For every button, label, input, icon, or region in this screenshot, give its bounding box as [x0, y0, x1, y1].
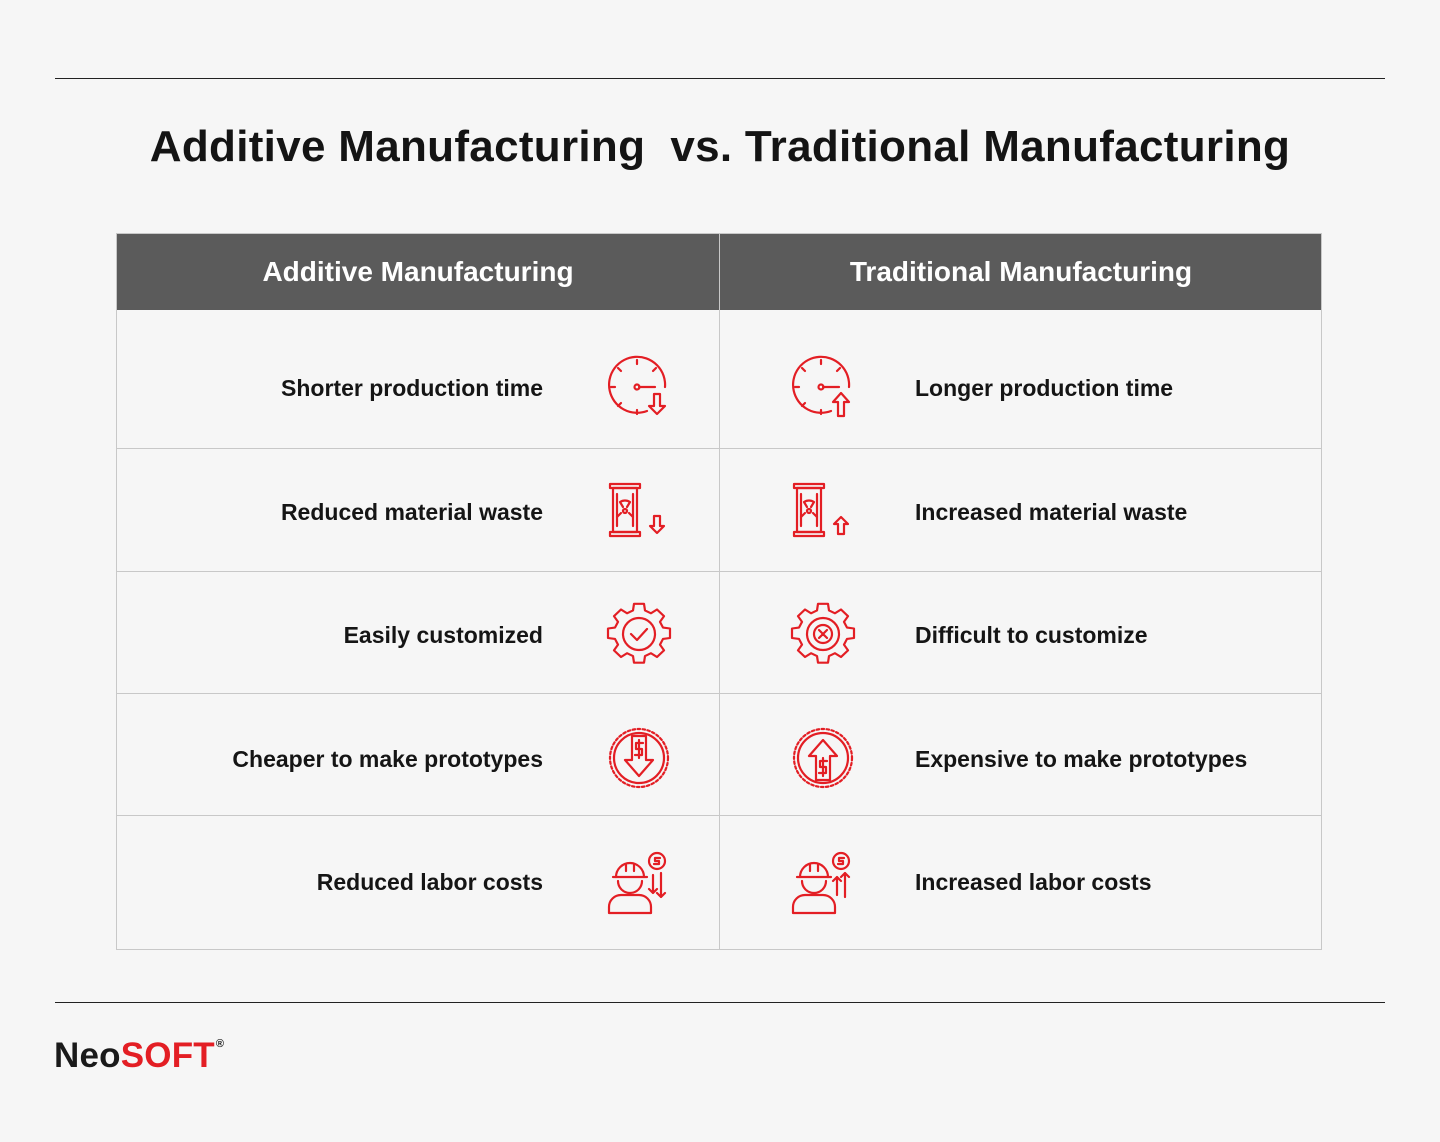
- table-cell: Expensive to make prototypes: [915, 746, 1248, 772]
- row-divider: [117, 448, 1321, 449]
- neosoft-logo: NeoSOFT®: [54, 1024, 225, 1075]
- header-traditional: Traditional Manufacturing: [849, 256, 1193, 287]
- table-cell: Shorter production time: [281, 375, 543, 401]
- gear-x-icon: [790, 602, 856, 667]
- row-divider: [117, 815, 1321, 816]
- table-cell: Cheaper to make prototypes: [232, 746, 543, 772]
- logo-soft: SOFT: [120, 1036, 215, 1075]
- dollar-arrow-up-icon: [791, 726, 855, 790]
- table-cell: Increased material waste: [915, 499, 1188, 525]
- top-divider: [55, 78, 1385, 79]
- table-cell: Reduced labor costs: [316, 869, 543, 895]
- comparison-table: Additive Manufacturing Traditional Manuf…: [116, 233, 1322, 950]
- header-additive: Additive Manufacturing: [262, 256, 574, 287]
- gear-check-icon: [606, 602, 672, 667]
- table-cell: Easily customized: [343, 622, 543, 648]
- column-divider: [719, 234, 720, 949]
- waste-barrel-arrow-up-icon: [791, 480, 855, 544]
- row-divider: [117, 693, 1321, 694]
- table-cell: Increased labor costs: [915, 869, 1152, 895]
- page-title: Additive Manufacturing vs. Traditional M…: [149, 122, 1291, 171]
- worker-cost-down-icon: [607, 851, 671, 915]
- clock-arrow-down-icon: [607, 355, 671, 420]
- worker-cost-up-icon: [791, 851, 855, 915]
- registered-mark: ®: [215, 1038, 225, 1050]
- bottom-divider: [55, 1002, 1385, 1003]
- waste-barrel-arrow-down-icon: [607, 480, 671, 544]
- table-cell: Difficult to customize: [915, 622, 1148, 648]
- table-cell: Longer production time: [915, 375, 1174, 401]
- row-divider: [117, 571, 1321, 572]
- logo-neo: Neo: [54, 1036, 121, 1075]
- clock-arrow-up-icon: [791, 355, 855, 420]
- dollar-arrow-down-icon: [607, 726, 671, 790]
- table-cell: Reduced material waste: [280, 499, 543, 525]
